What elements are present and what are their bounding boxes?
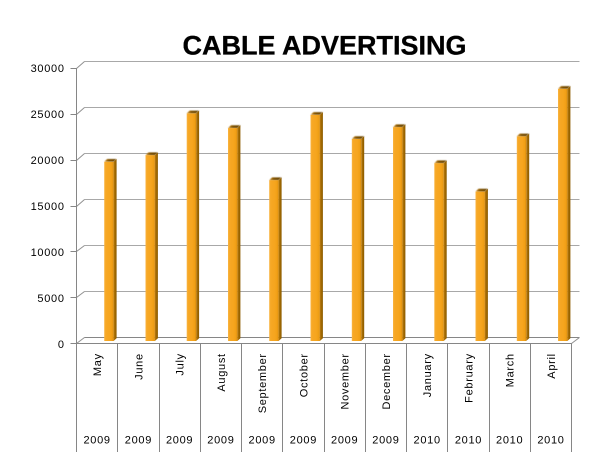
svg-text:CABLE ADVERTISING: CABLE ADVERTISING bbox=[182, 31, 466, 61]
svg-text:2009: 2009 bbox=[83, 435, 110, 447]
svg-text:2009: 2009 bbox=[166, 435, 193, 447]
svg-text:30000: 30000 bbox=[31, 63, 65, 75]
svg-text:December: December bbox=[381, 353, 393, 409]
svg-text:2009: 2009 bbox=[207, 435, 234, 447]
svg-text:May: May bbox=[92, 353, 104, 376]
svg-text:10000: 10000 bbox=[31, 247, 65, 259]
svg-text:15000: 15000 bbox=[31, 201, 65, 213]
svg-text:2009: 2009 bbox=[249, 435, 276, 447]
svg-text:2010: 2010 bbox=[537, 435, 564, 447]
svg-text:June: June bbox=[133, 353, 145, 380]
svg-text:November: November bbox=[340, 353, 352, 409]
svg-text:25000: 25000 bbox=[31, 109, 65, 121]
svg-text:September: September bbox=[257, 353, 269, 413]
svg-text:20000: 20000 bbox=[31, 155, 65, 167]
svg-text:2009: 2009 bbox=[331, 435, 358, 447]
svg-text:2009: 2009 bbox=[290, 435, 317, 447]
svg-text:2010: 2010 bbox=[455, 435, 482, 447]
svg-text:0: 0 bbox=[58, 339, 65, 351]
svg-text:2009: 2009 bbox=[125, 435, 152, 447]
svg-text:2009: 2009 bbox=[372, 435, 399, 447]
svg-text:October: October bbox=[298, 353, 310, 397]
svg-text:August: August bbox=[216, 353, 228, 391]
svg-text:March: March bbox=[505, 353, 517, 387]
svg-text:January: January bbox=[422, 353, 434, 397]
svg-text:July: July bbox=[175, 353, 187, 375]
svg-text:April: April bbox=[546, 353, 558, 379]
svg-text:February: February bbox=[464, 353, 476, 403]
svg-text:2010: 2010 bbox=[496, 435, 523, 447]
svg-text:5000: 5000 bbox=[37, 293, 64, 305]
svg-text:2010: 2010 bbox=[414, 435, 441, 447]
